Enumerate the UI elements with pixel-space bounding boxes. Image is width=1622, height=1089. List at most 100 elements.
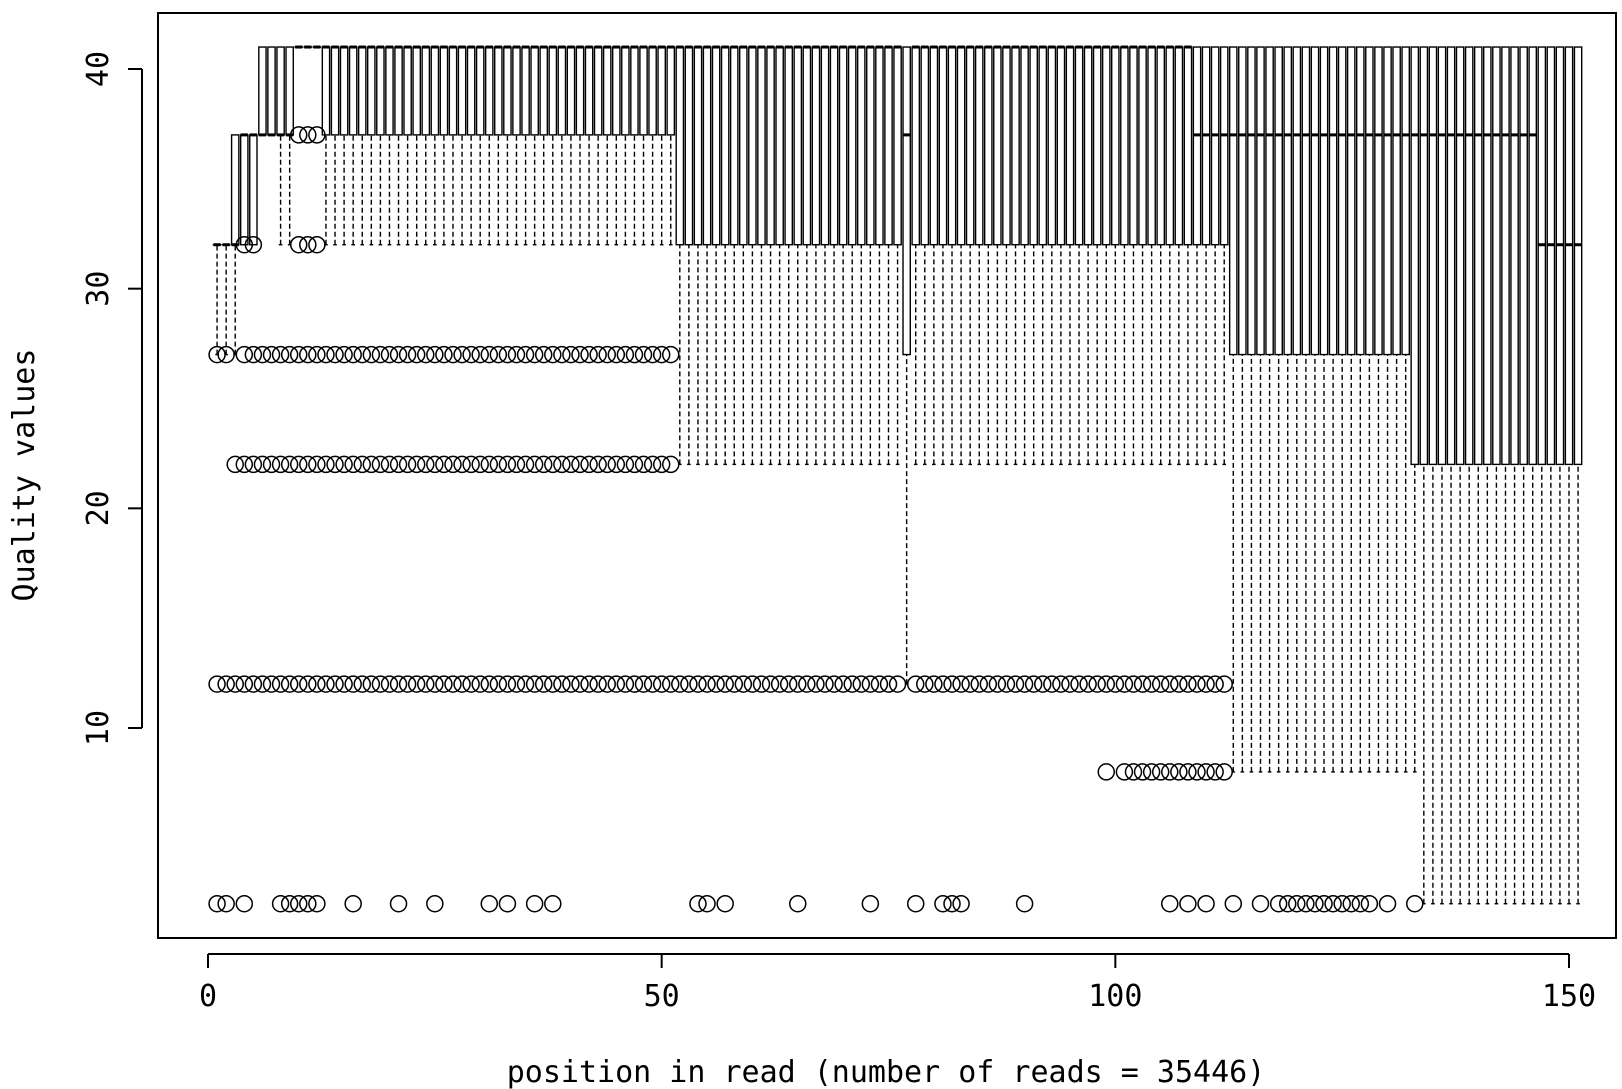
outlier-point	[1133, 763, 1152, 781]
outlier-point	[544, 894, 562, 913]
outlier-point	[480, 345, 499, 364]
outlier-point	[299, 126, 317, 144]
outlier-point	[1351, 894, 1370, 913]
box-position-35	[521, 45, 530, 246]
box-position-128	[1365, 46, 1374, 773]
outlier-point	[407, 455, 426, 474]
outlier-point	[652, 455, 671, 474]
outlier-point	[308, 345, 326, 364]
outlier-point	[426, 675, 444, 693]
outlier-point	[362, 345, 381, 364]
outlier-point	[1161, 675, 1179, 693]
outlier-point	[353, 455, 371, 474]
box-position-136	[1437, 46, 1447, 905]
outlier-point	[1206, 763, 1224, 781]
outlier-point	[1378, 894, 1397, 913]
outlier-point	[1297, 894, 1315, 913]
box-position-100	[1111, 45, 1120, 466]
outlier-point	[426, 345, 444, 364]
box-position-88	[1002, 45, 1011, 466]
outlier-point	[516, 455, 535, 474]
box-position-87	[993, 45, 1002, 466]
outlier-point	[580, 455, 598, 474]
outlier-point	[1106, 675, 1125, 693]
outlier-point	[371, 455, 390, 474]
outlier-point	[571, 455, 589, 474]
box-position-47	[630, 45, 639, 246]
box-position-144	[1510, 46, 1519, 905]
outlier-point	[480, 675, 499, 693]
box-position-94	[1056, 45, 1066, 466]
box-position-14	[330, 45, 340, 246]
outlier-point	[1079, 675, 1097, 693]
box-position-122	[1310, 46, 1320, 773]
outlier-point	[1033, 675, 1052, 693]
outlier-point	[1151, 675, 1170, 693]
outlier-point	[598, 675, 616, 693]
box-position-150	[1564, 46, 1574, 905]
box-position-40	[566, 45, 576, 246]
outlier-point	[271, 675, 290, 693]
box-position-89	[1011, 45, 1020, 466]
x-axis: 0 50 100 150	[199, 953, 1596, 1014]
outlier-point	[262, 455, 281, 474]
box-position-146	[1528, 46, 1538, 905]
box-position-139	[1464, 46, 1474, 905]
outlier-point	[616, 455, 635, 474]
outlier-point	[1179, 763, 1197, 781]
outlier-point	[271, 894, 290, 913]
outlier-point	[1215, 763, 1233, 781]
outlier-point	[208, 894, 226, 913]
box-position-34	[512, 45, 521, 246]
outlier-point	[988, 675, 1007, 693]
outlier-point	[299, 894, 317, 913]
outlier-point	[289, 675, 308, 693]
box-position-105	[1156, 45, 1166, 466]
outlier-point	[689, 675, 707, 693]
box-body	[1355, 46, 1365, 356]
outlier-point	[1179, 675, 1197, 693]
box-body	[1419, 46, 1429, 466]
outlier-point	[798, 675, 816, 693]
box-position-130	[1383, 46, 1392, 773]
outlier-point	[961, 675, 979, 693]
outlier-point	[589, 675, 607, 693]
outlier-point	[616, 675, 635, 693]
box-body	[1265, 46, 1274, 356]
outlier-point	[752, 675, 771, 693]
outlier-point	[417, 675, 435, 693]
box-body	[1310, 46, 1320, 356]
outlier-point	[226, 675, 244, 693]
box-position-19	[376, 45, 385, 246]
outlier-point	[544, 345, 562, 364]
outlier-point	[389, 894, 408, 913]
outlier-point	[1251, 894, 1270, 913]
box-position-66	[802, 45, 812, 466]
outlier-point	[516, 345, 535, 364]
outlier-point	[407, 345, 426, 364]
box-position-108	[1183, 45, 1193, 466]
box-body	[1555, 46, 1565, 466]
outlier-point	[498, 675, 517, 693]
box-position-133	[1410, 46, 1420, 773]
box-position-97	[1083, 45, 1093, 466]
outlier-point	[244, 345, 263, 364]
outlier-point	[398, 675, 417, 693]
box-position-24	[421, 45, 431, 246]
box-position-7	[267, 46, 276, 137]
box-body	[1537, 46, 1547, 466]
outlier-point	[643, 675, 662, 693]
outlier-point	[253, 455, 272, 474]
outlier-point	[371, 675, 390, 693]
outlier-point	[417, 345, 435, 364]
outlier-point	[1115, 763, 1134, 781]
outlier-point	[308, 126, 326, 144]
outlier-point	[807, 675, 825, 693]
outlier-point	[1406, 894, 1424, 913]
box-position-2	[221, 243, 231, 356]
outlier-point	[417, 455, 435, 474]
box-position-101	[1120, 45, 1129, 466]
outlier-point	[389, 675, 408, 693]
box-body	[1328, 46, 1338, 356]
